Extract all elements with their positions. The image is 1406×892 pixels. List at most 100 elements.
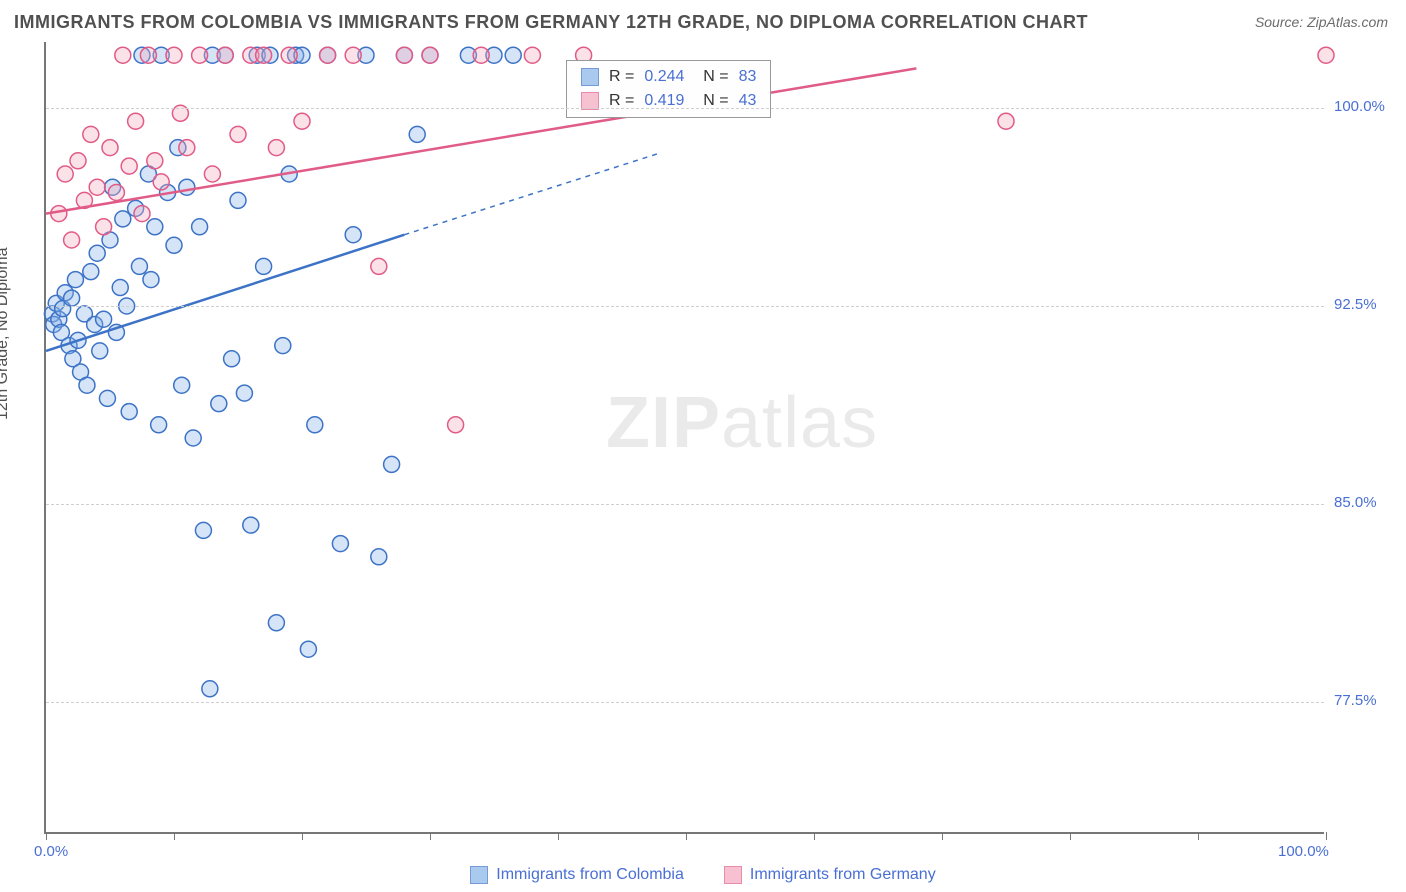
x-tick-mark	[942, 832, 943, 840]
data-point	[192, 219, 208, 235]
data-point	[108, 184, 124, 200]
data-point	[230, 126, 246, 142]
data-point	[166, 237, 182, 253]
data-point	[140, 47, 156, 63]
data-point	[147, 219, 163, 235]
stat-r-label: R =	[609, 68, 634, 86]
stat-r-value: 0.244	[644, 68, 684, 86]
data-point	[179, 179, 195, 195]
chart-svg	[46, 42, 1324, 832]
x-tick-mark	[814, 832, 815, 840]
data-point	[96, 311, 112, 327]
y-tick-label: 100.0%	[1334, 98, 1398, 115]
data-point	[345, 227, 361, 243]
legend-label: Immigrants from Colombia	[496, 866, 684, 884]
data-point	[422, 47, 438, 63]
stats-row-colombia: R = 0.244 N = 83	[567, 65, 770, 89]
x-tick-mark	[1326, 832, 1327, 840]
data-point	[281, 47, 297, 63]
data-point	[307, 417, 323, 433]
data-point	[448, 417, 464, 433]
source-attribution: Source: ZipAtlas.com	[1255, 14, 1388, 30]
chart-title: IMMIGRANTS FROM COLOMBIA VS IMMIGRANTS F…	[14, 12, 1088, 33]
x-tick-mark	[430, 832, 431, 840]
x-tick-label: 100.0%	[1278, 843, 1329, 860]
data-point	[524, 47, 540, 63]
data-point	[268, 615, 284, 631]
data-point	[166, 47, 182, 63]
data-point	[268, 140, 284, 156]
data-point	[275, 338, 291, 354]
legend-label: Immigrants from Germany	[750, 866, 936, 884]
stat-n-value: 83	[739, 68, 757, 86]
data-point	[211, 396, 227, 412]
x-tick-label: 0.0%	[34, 843, 68, 860]
x-tick-mark	[46, 832, 47, 840]
data-point	[195, 522, 211, 538]
data-point	[256, 258, 272, 274]
data-point	[153, 174, 169, 190]
y-tick-label: 85.0%	[1334, 494, 1398, 511]
data-point	[89, 245, 105, 261]
x-tick-mark	[558, 832, 559, 840]
data-point	[230, 192, 246, 208]
data-point	[143, 272, 159, 288]
plot-area: R = 0.244 N = 83 R = 0.419 N = 43 ZIPatl…	[44, 42, 1324, 834]
data-point	[256, 47, 272, 63]
data-point	[224, 351, 240, 367]
data-point	[320, 47, 336, 63]
swatch-colombia-icon	[470, 866, 488, 884]
data-point	[473, 47, 489, 63]
x-tick-mark	[686, 832, 687, 840]
data-point	[409, 126, 425, 142]
data-point	[192, 47, 208, 63]
legend-item-colombia: Immigrants from Colombia	[470, 866, 684, 884]
data-point	[236, 385, 252, 401]
data-point	[998, 113, 1014, 129]
x-tick-mark	[302, 832, 303, 840]
y-axis-label: 12th Grade, No Diploma	[0, 247, 12, 420]
data-point	[134, 206, 150, 222]
swatch-colombia-icon	[581, 68, 599, 86]
data-point	[83, 264, 99, 280]
data-point	[99, 390, 115, 406]
data-point	[64, 232, 80, 248]
swatch-germany-icon	[724, 866, 742, 884]
data-point	[345, 47, 361, 63]
data-point	[83, 126, 99, 142]
data-point	[243, 517, 259, 533]
y-tick-label: 92.5%	[1334, 296, 1398, 313]
data-point	[371, 549, 387, 565]
x-tick-mark	[1070, 832, 1071, 840]
data-point	[102, 140, 118, 156]
data-point	[396, 47, 412, 63]
x-tick-mark	[1198, 832, 1199, 840]
data-point	[79, 377, 95, 393]
data-point	[121, 404, 137, 420]
data-point	[174, 377, 190, 393]
data-point	[505, 47, 521, 63]
data-point	[115, 47, 131, 63]
data-point	[1318, 47, 1334, 63]
gridline	[46, 702, 1324, 703]
data-point	[294, 113, 310, 129]
data-point	[96, 219, 112, 235]
data-point	[147, 153, 163, 169]
gridline	[46, 504, 1324, 505]
data-point	[131, 258, 147, 274]
data-point	[332, 536, 348, 552]
data-point	[204, 166, 220, 182]
gridline	[46, 108, 1324, 109]
data-point	[185, 430, 201, 446]
stats-legend-box: R = 0.244 N = 83 R = 0.419 N = 43	[566, 60, 771, 118]
data-point	[64, 290, 80, 306]
legend-item-germany: Immigrants from Germany	[724, 866, 936, 884]
data-point	[202, 681, 218, 697]
data-point	[89, 179, 105, 195]
trend-line-dashed	[404, 153, 660, 235]
legend-bottom: Immigrants from Colombia Immigrants from…	[0, 866, 1406, 884]
data-point	[179, 140, 195, 156]
data-point	[371, 258, 387, 274]
gridline	[46, 306, 1324, 307]
data-point	[67, 272, 83, 288]
